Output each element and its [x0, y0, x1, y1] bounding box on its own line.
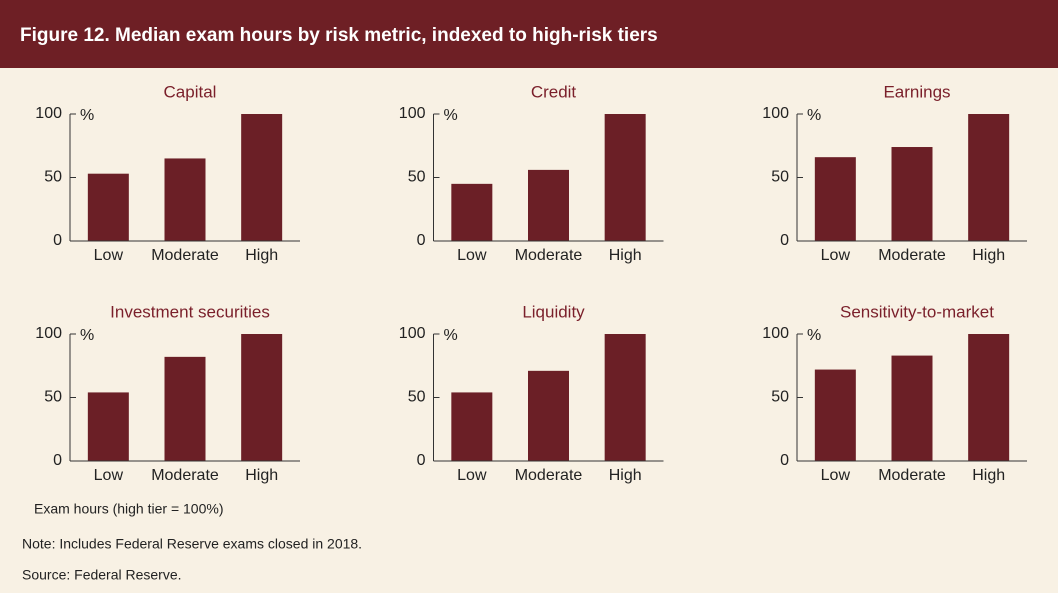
bar: [891, 355, 933, 461]
y-tick-label: 100: [35, 105, 62, 122]
y-tick-label: 50: [771, 389, 789, 406]
x-tick-label: Low: [94, 467, 124, 484]
bar: [451, 183, 493, 241]
panel-title: Earnings: [883, 82, 950, 101]
y-unit: %: [807, 327, 821, 344]
x-tick-label: Moderate: [878, 467, 946, 484]
x-tick-label: Low: [821, 467, 851, 484]
bar: [604, 114, 646, 241]
x-tick-label: Moderate: [151, 467, 219, 484]
bar: [164, 356, 206, 461]
x-tick-label: High: [245, 247, 278, 264]
y-tick-label: 0: [417, 452, 426, 469]
y-tick-label: 50: [408, 389, 426, 406]
y-unit: %: [807, 107, 821, 124]
bar: [164, 158, 206, 241]
x-tick-label: Moderate: [878, 247, 946, 264]
x-tick-label: Low: [457, 247, 487, 264]
bar: [87, 173, 129, 241]
x-tick-label: High: [245, 467, 278, 484]
bar: [528, 370, 569, 461]
y-unit: %: [444, 107, 458, 124]
x-tick-label: High: [609, 247, 642, 264]
panel-title: Capital: [164, 82, 217, 101]
bar: [604, 334, 646, 461]
x-tick-label: High: [972, 247, 1005, 264]
y-tick-label: 100: [35, 325, 62, 342]
y-tick-label: 50: [44, 169, 62, 186]
bar: [968, 334, 1010, 461]
x-tick-label: Low: [821, 247, 851, 264]
header-title: Figure 12. Median exam hours by risk met…: [20, 25, 658, 46]
x-tick-label: Moderate: [515, 247, 583, 264]
panel-title: Liquidity: [522, 302, 585, 321]
y-tick-label: 100: [399, 325, 426, 342]
y-tick-label: 100: [399, 105, 426, 122]
y-unit: %: [80, 107, 94, 124]
bar: [87, 392, 129, 461]
y-tick-label: 0: [53, 232, 62, 249]
bar: [891, 147, 933, 241]
y-tick-label: 50: [771, 169, 789, 186]
header-band: [0, 0, 1058, 68]
x-tick-label: High: [609, 467, 642, 484]
y-tick-label: 0: [780, 232, 789, 249]
axis-note: Exam hours (high tier = 100%): [34, 501, 223, 517]
y-tick-label: 50: [44, 389, 62, 406]
bar: [814, 369, 856, 461]
y-unit: %: [80, 327, 94, 344]
y-tick-label: 0: [417, 232, 426, 249]
y-tick-label: 100: [762, 325, 789, 342]
y-unit: %: [444, 327, 458, 344]
y-tick-label: 50: [408, 169, 426, 186]
y-tick-label: 0: [53, 452, 62, 469]
bar: [241, 114, 283, 241]
x-tick-label: Moderate: [515, 467, 583, 484]
bar: [241, 334, 283, 461]
x-tick-label: Low: [94, 247, 124, 264]
source: Source: Federal Reserve.: [22, 567, 182, 583]
note: Note: Includes Federal Reserve exams clo…: [22, 536, 362, 552]
panel-title: Sensitivity-to-market: [840, 302, 994, 321]
x-tick-label: High: [972, 467, 1005, 484]
y-tick-label: 0: [780, 452, 789, 469]
y-tick-label: 100: [762, 105, 789, 122]
panel-title: Credit: [531, 82, 577, 101]
panel-title: Investment securities: [110, 302, 270, 321]
bar: [528, 169, 569, 241]
bar: [968, 114, 1010, 241]
bar: [814, 157, 856, 241]
x-tick-label: Moderate: [151, 247, 219, 264]
x-tick-label: Low: [457, 467, 487, 484]
bar: [451, 392, 493, 461]
